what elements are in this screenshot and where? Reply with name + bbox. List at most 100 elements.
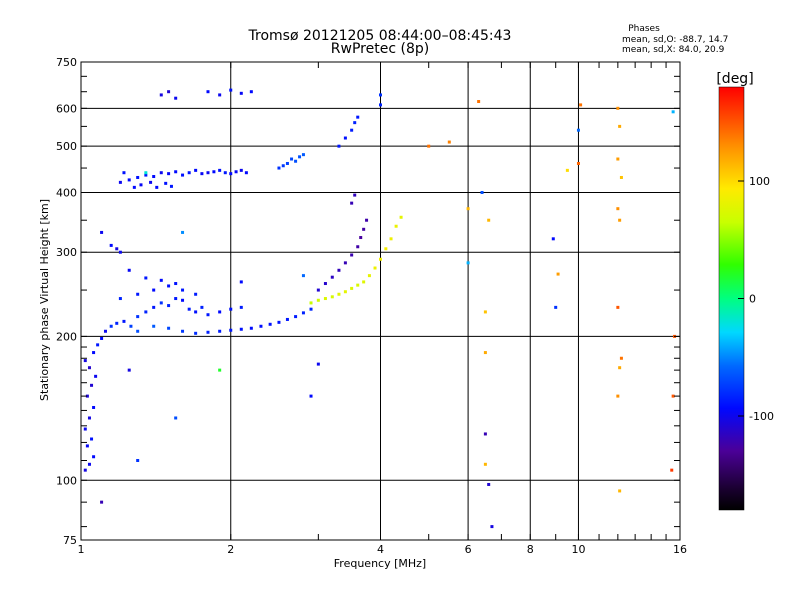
data-point (353, 121, 357, 125)
data-point (127, 178, 131, 182)
data-point (477, 100, 481, 104)
data-point (83, 359, 87, 363)
data-point (447, 140, 451, 144)
data-point (356, 283, 360, 287)
colorbar-ticks: 100 0 -100 (738, 175, 774, 423)
data-point (159, 171, 163, 175)
data-point (144, 310, 148, 314)
data-point (127, 268, 131, 272)
data-point (239, 168, 243, 172)
data-point (554, 305, 558, 309)
data-point (136, 175, 140, 179)
data-point (194, 310, 198, 314)
data-point (206, 171, 210, 175)
x-tick-label: 8 (527, 543, 534, 556)
data-point (309, 301, 313, 305)
data-point (551, 237, 555, 241)
data-point (100, 336, 104, 340)
data-point (100, 500, 104, 504)
data-point (229, 307, 233, 311)
data-point (115, 321, 119, 325)
data-point (174, 297, 178, 301)
data-point (323, 297, 327, 301)
data-point (249, 326, 253, 330)
data-point (174, 96, 178, 100)
data-point (155, 185, 159, 189)
data-point (122, 319, 126, 323)
colorbar-tick-label: 100 (749, 175, 770, 188)
data-point (200, 305, 204, 309)
data-point (87, 462, 91, 466)
data-point (212, 170, 216, 174)
data-point (167, 304, 171, 308)
data-point (174, 282, 178, 286)
data-point (144, 173, 148, 177)
data-point (427, 144, 431, 148)
data-point (466, 261, 470, 265)
data-point (301, 274, 305, 278)
data-point (194, 331, 198, 335)
data-point (576, 128, 580, 132)
data-point (384, 247, 388, 251)
y-tick-label: 200 (56, 330, 77, 343)
data-point (181, 230, 185, 234)
data-point (268, 322, 272, 326)
data-point (122, 171, 126, 175)
data-point (379, 257, 382, 261)
data-point (619, 175, 623, 179)
data-point (301, 311, 305, 315)
data-point (483, 462, 487, 466)
data-point (389, 237, 393, 241)
data-point (152, 305, 156, 309)
data-point (234, 170, 238, 174)
data-point (337, 292, 341, 296)
data-point (343, 261, 347, 265)
data-point (301, 153, 305, 157)
chart-subtitle: RwPretec (8p) (331, 41, 429, 57)
data-point (337, 144, 341, 148)
data-point (239, 305, 243, 309)
data-point (181, 329, 185, 333)
data-point (277, 320, 281, 324)
data-point (115, 247, 119, 251)
data-point (343, 136, 347, 140)
data-point (356, 245, 360, 249)
data-point (619, 356, 623, 360)
data-point (129, 324, 133, 328)
y-tick-label: 100 (56, 474, 77, 487)
data-point (483, 310, 487, 314)
data-point (90, 383, 94, 387)
y-tick-label: 600 (56, 102, 77, 115)
data-point (181, 288, 185, 292)
y-tick-label: 750 (56, 56, 77, 69)
data-point (379, 93, 382, 97)
data-point (181, 173, 185, 177)
data-point (373, 266, 377, 270)
data-point (367, 274, 371, 278)
data-point (259, 324, 263, 328)
data-point (100, 230, 104, 234)
data-point (239, 327, 243, 331)
data-point (350, 286, 354, 290)
data-point (159, 301, 163, 305)
data-point (616, 394, 620, 398)
data-point (218, 168, 222, 172)
data-point (249, 90, 253, 94)
data-point (323, 282, 327, 286)
y-tick-label: 75 (63, 534, 77, 547)
data-point (109, 243, 113, 247)
data-point (187, 171, 191, 175)
data-point (490, 525, 494, 529)
data-point (356, 115, 360, 119)
data-point (118, 297, 122, 301)
data-point (337, 268, 341, 272)
data-point (394, 224, 398, 228)
data-point (206, 330, 210, 334)
data-point (194, 168, 198, 172)
phases-label: Phases (628, 24, 660, 34)
data-points (83, 88, 677, 529)
data-point (487, 482, 491, 486)
data-point (223, 171, 227, 175)
data-point (379, 103, 382, 107)
data-point (483, 432, 487, 436)
